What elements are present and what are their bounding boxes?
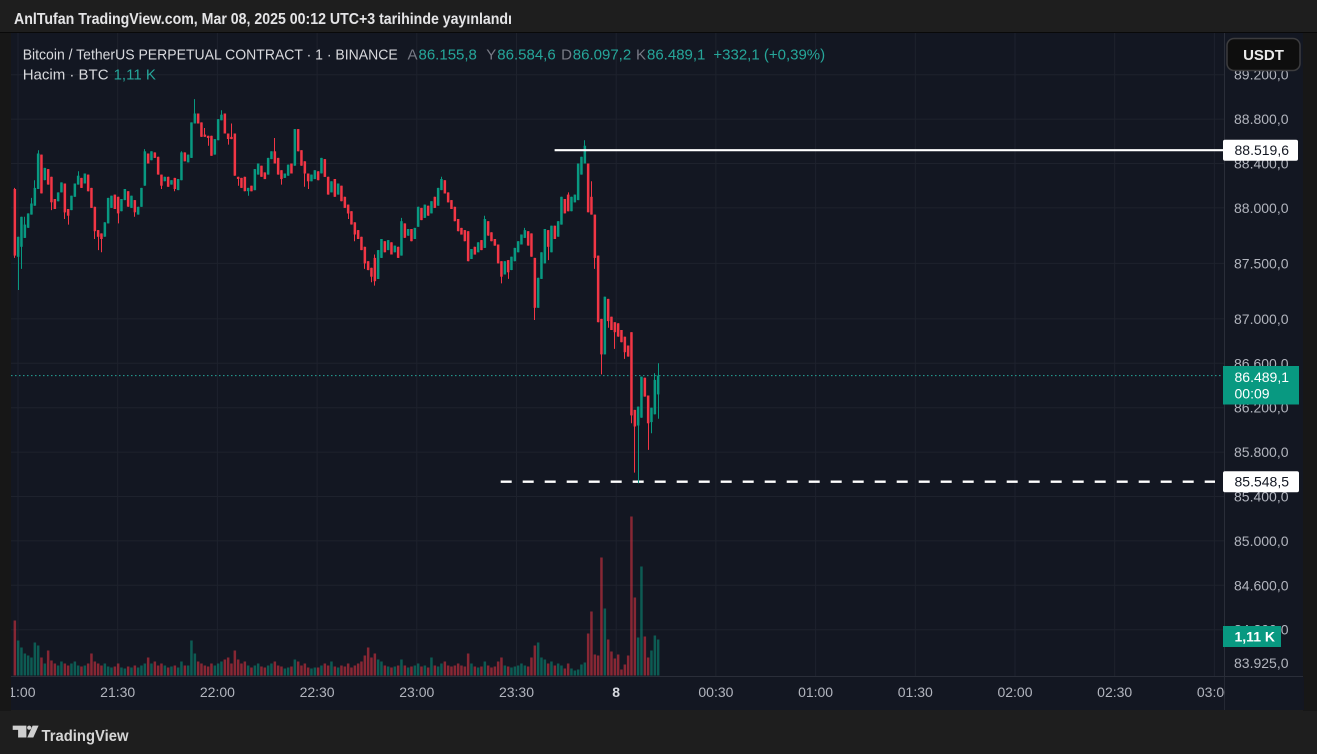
svg-text:88.000,0: 88.000,0 — [1234, 200, 1289, 216]
svg-text:Bitcoin / TetherUS PERPETUAL C: Bitcoin / TetherUS PERPETUAL CONTRACT · … — [23, 47, 398, 64]
svg-text:Y: Y — [486, 47, 496, 64]
svg-text:21:30: 21:30 — [100, 684, 135, 700]
svg-text:USDT: USDT — [1243, 47, 1284, 64]
svg-text:TradingView: TradingView — [42, 728, 130, 745]
svg-text:22:30: 22:30 — [300, 684, 335, 700]
svg-text:01:30: 01:30 — [898, 684, 933, 700]
svg-text:8: 8 — [612, 684, 620, 700]
svg-text:85.800,0: 85.800,0 — [1234, 444, 1289, 460]
svg-text:22:00: 22:00 — [200, 684, 235, 700]
svg-text:88.800,0: 88.800,0 — [1234, 111, 1289, 127]
svg-text:03:00: 03:00 — [1197, 684, 1232, 700]
svg-text:84.600,0: 84.600,0 — [1234, 577, 1289, 593]
svg-text:87.500,0: 87.500,0 — [1234, 255, 1289, 271]
svg-text:Hacim · BTC: Hacim · BTC — [23, 67, 109, 84]
svg-text:A: A — [408, 47, 418, 64]
svg-text:85.000,0: 85.000,0 — [1234, 533, 1289, 549]
svg-text:AnlTufan TradingView.com, Mar: AnlTufan TradingView.com, Mar 08, 2025 0… — [14, 11, 512, 28]
svg-text:87.000,0: 87.000,0 — [1234, 311, 1289, 327]
svg-text:85.400,0: 85.400,0 — [1234, 489, 1289, 505]
svg-text:01:00: 01:00 — [798, 684, 833, 700]
svg-text:1,11 K: 1,11 K — [1235, 629, 1275, 645]
svg-text:00:30: 00:30 — [698, 684, 733, 700]
svg-text:23:30: 23:30 — [499, 684, 534, 700]
svg-text:02:00: 02:00 — [997, 684, 1032, 700]
svg-text:85.548,5: 85.548,5 — [1235, 474, 1290, 490]
svg-text:86.097,2: 86.097,2 — [573, 47, 631, 64]
svg-text:83.925,0: 83.925,0 — [1234, 655, 1289, 671]
svg-text:K: K — [636, 47, 646, 64]
svg-text:1,11 K: 1,11 K — [114, 67, 156, 84]
svg-text:86.584,6: 86.584,6 — [497, 47, 555, 64]
svg-text:86.489,1: 86.489,1 — [647, 47, 705, 64]
svg-text:86.155,8: 86.155,8 — [419, 47, 477, 64]
svg-text:+332,1 (+0,39%): +332,1 (+0,39%) — [713, 47, 825, 64]
svg-text:00:09: 00:09 — [1235, 386, 1270, 402]
svg-text:D: D — [561, 47, 572, 64]
svg-text:86.489,1: 86.489,1 — [1235, 369, 1290, 385]
svg-text:88.519,6: 88.519,6 — [1235, 142, 1290, 158]
svg-text:02:30: 02:30 — [1097, 684, 1132, 700]
svg-text:23:00: 23:00 — [399, 684, 434, 700]
